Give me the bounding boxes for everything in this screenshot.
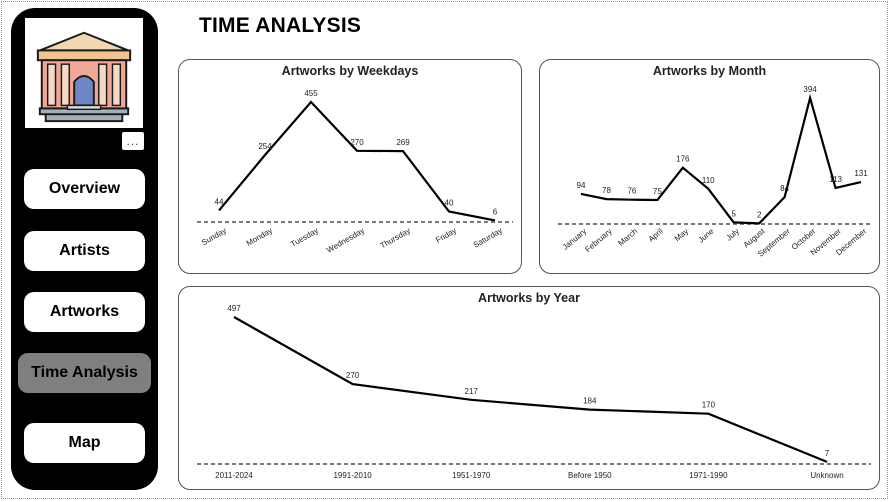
weekday-chart-card: Artworks by Weekdays 44 254 455 270 269 40 6 Su… [178, 59, 522, 274]
series-line [233, 316, 828, 463]
museum-building-icon [25, 18, 143, 128]
nav-artworks-button[interactable]: Artworks [24, 292, 145, 332]
x-tick-label: 1951-1970 [452, 471, 491, 480]
data-label: 113 [829, 175, 842, 184]
x-tick-label: Friday [434, 226, 458, 245]
data-label: 40 [445, 198, 454, 207]
data-label: 76 [627, 187, 636, 196]
data-label: 84 [780, 184, 789, 193]
x-tick-label: Monday [245, 226, 274, 248]
x-tick-label: June [696, 226, 715, 244]
x-tick-label: April [647, 227, 665, 244]
x-tick-label: July [724, 227, 741, 243]
month-chart-title: Artworks by Month [652, 64, 767, 78]
data-label: 217 [465, 387, 479, 396]
data-label: 184 [583, 397, 597, 406]
page-title: TIME ANALYSIS [199, 14, 362, 37]
series-line [218, 100, 496, 222]
x-tick-label: Thursday [379, 226, 412, 250]
year-chart-card: Artworks by Year 497 270 217 184 170 7 2011-20… [178, 286, 880, 490]
x-tick-label: Saturday [472, 226, 504, 250]
data-label: 254 [258, 142, 272, 151]
data-label: 110 [702, 176, 715, 185]
data-label: 497 [227, 304, 241, 313]
data-label: 5 [732, 209, 737, 218]
data-label: 78 [602, 186, 611, 195]
weekday-chart-title: Artworks by Weekdays [281, 64, 419, 78]
data-label: 2 [757, 210, 762, 219]
data-label: 94 [577, 181, 586, 190]
nav-time-analysis-button[interactable]: Time Analysis [18, 353, 151, 393]
x-tick-label: May [673, 227, 690, 244]
data-label: 170 [702, 401, 716, 410]
data-label: 269 [396, 138, 410, 147]
nav-artists-button[interactable]: Artists [24, 231, 145, 271]
x-tick-label: 1991-2010 [333, 471, 372, 480]
data-label: 394 [803, 85, 817, 94]
data-label: 131 [854, 169, 868, 178]
data-label: 7 [825, 449, 830, 458]
nav-overview-button[interactable]: Overview [24, 169, 145, 209]
more-options-icon[interactable]: ... [122, 132, 144, 150]
data-label: 176 [676, 155, 690, 164]
sidebar: ... Overview Artists Artworks Time Analy… [11, 8, 158, 490]
data-label: 44 [215, 197, 224, 206]
x-tick-label: February [583, 227, 613, 254]
data-label: 270 [350, 138, 364, 147]
x-tick-label: Sunday [200, 226, 228, 247]
x-tick-label: Before 1950 [568, 471, 612, 480]
series-line [580, 93, 862, 225]
x-tick-label: Tuesday [289, 226, 320, 249]
weekday-line-chart: 44 254 455 270 269 40 6 Sunday Monday Tuesday Wedn… [197, 89, 513, 255]
data-label: 270 [346, 371, 360, 380]
x-tick-label: Wednesday [325, 226, 366, 255]
x-tick-label: 1971-1990 [689, 471, 728, 480]
x-tick-label: 2011-2024 [215, 471, 253, 480]
data-label: 455 [304, 89, 318, 98]
data-label: 6 [493, 207, 498, 216]
x-tick-label: Unknown [810, 471, 843, 480]
month-chart-card: Artworks by Month 94 78 76 75 176 110 5 2 84 394 1… [539, 59, 880, 274]
museum-building-icon [36, 31, 132, 123]
nav-map-button[interactable]: Map [24, 423, 145, 463]
x-tick-label: March [616, 227, 639, 248]
year-chart-title: Artworks by Year [478, 291, 580, 305]
data-label: 75 [653, 187, 662, 196]
year-line-chart: 497 270 217 184 170 7 2011-2024 1991-2010 1951-1… [197, 304, 871, 480]
